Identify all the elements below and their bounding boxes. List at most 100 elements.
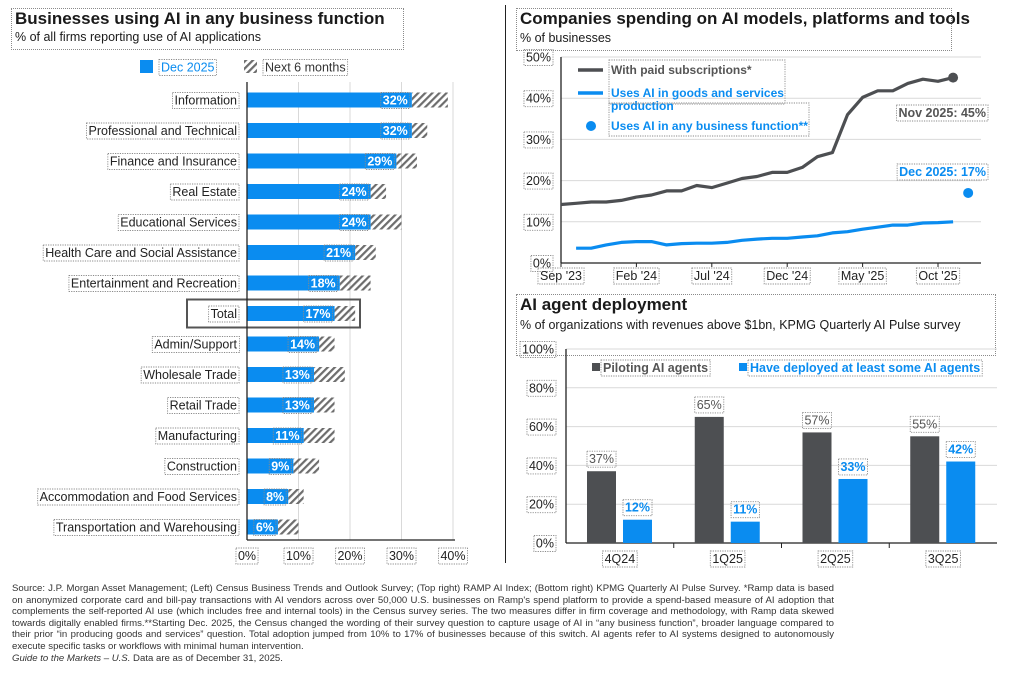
point-any-business-function bbox=[963, 187, 974, 198]
annotation-nov-2025-box bbox=[895, 104, 989, 122]
x-category-label: 2Q25 bbox=[820, 552, 851, 566]
legend-label-line-2: production bbox=[611, 99, 674, 113]
x-tick-label: 0% bbox=[238, 549, 256, 563]
bar-dec-2025 bbox=[247, 123, 412, 138]
y-tick-label-box bbox=[523, 131, 554, 149]
x-tick-label: Sep '23 bbox=[540, 269, 582, 283]
legend-swatch-piloting bbox=[592, 363, 600, 371]
bar-value-label: 14% bbox=[290, 338, 315, 352]
bar-value-label-box bbox=[263, 488, 287, 506]
bar-value-label-deployed: 11% bbox=[733, 503, 757, 517]
x-tick-label-box bbox=[386, 547, 417, 565]
bar-piloting bbox=[910, 436, 940, 543]
x-tick-label: 10% bbox=[286, 549, 311, 563]
bar-value-label-box bbox=[303, 305, 333, 323]
category-label: Wholesale Trade bbox=[143, 368, 237, 382]
category-label-box bbox=[117, 214, 240, 231]
bar-value-label: 24% bbox=[342, 216, 367, 230]
category-label: Construction bbox=[167, 460, 237, 474]
legend-dot-any-business-function bbox=[586, 121, 596, 131]
bar-value-label-deployed-box bbox=[838, 458, 868, 476]
bar-value-label: 6% bbox=[256, 521, 274, 535]
bar-piloting bbox=[587, 471, 616, 543]
bar-value-label-deployed: 42% bbox=[948, 443, 973, 457]
y-tick-label: 0% bbox=[533, 257, 551, 271]
category-label-box bbox=[172, 92, 240, 109]
bar-next-6-months bbox=[334, 306, 356, 321]
legend-label-goods-services: Uses AI in goods and services production bbox=[611, 86, 784, 113]
legend-label-paid-subscriptions: With paid subscriptions* bbox=[611, 63, 752, 77]
x-tick-label: 30% bbox=[389, 549, 414, 563]
bar-value-label: 9% bbox=[271, 460, 289, 474]
category-label-box bbox=[155, 427, 240, 445]
bar-value-label-piloting: 37% bbox=[589, 452, 614, 466]
bar-deployed bbox=[730, 521, 760, 543]
annotation-dec-2025: Dec 2025: 17% bbox=[899, 165, 986, 179]
category-label: Professional and Technical bbox=[89, 124, 237, 138]
category-label: Information bbox=[174, 94, 237, 108]
category-label-box bbox=[208, 305, 240, 323]
x-category-label-box bbox=[925, 550, 961, 568]
y-tick-label: 0% bbox=[536, 537, 554, 551]
category-label-box bbox=[68, 275, 240, 292]
line-goods-services bbox=[576, 220, 954, 250]
footnote-text: Source: J.P. Morgan Asset Management; (L… bbox=[12, 583, 834, 652]
bar-dec-2025 bbox=[247, 397, 314, 413]
legend-label-dec-2025: Dec 2025 bbox=[161, 61, 215, 75]
bar-value-label-piloting-box bbox=[694, 396, 725, 414]
legend-label-next-6-months-box bbox=[262, 59, 349, 76]
legend-label-any-business-function: Uses AI in any business function** bbox=[611, 119, 808, 133]
annotation-nov-2025: Nov 2025: 45% bbox=[898, 106, 986, 120]
bar-next-6-months bbox=[355, 245, 376, 260]
legend-label-piloting: Piloting AI agents bbox=[603, 361, 708, 375]
guide-title: Guide to the Markets – U.S. bbox=[12, 652, 131, 664]
category-label-box bbox=[86, 122, 240, 140]
bar-value-label: 21% bbox=[326, 246, 351, 260]
x-tick-label-box bbox=[838, 267, 887, 285]
bar-value-label-box bbox=[282, 397, 313, 414]
bar-value-label-box bbox=[268, 458, 292, 475]
bar-dec-2025 bbox=[247, 92, 412, 108]
bar-value-label-box bbox=[308, 275, 339, 292]
bar-next-6-months bbox=[319, 336, 335, 352]
bar-next-6-months bbox=[303, 428, 335, 443]
bar-dec-2025 bbox=[247, 489, 289, 504]
category-label: Finance and Insurance bbox=[110, 155, 237, 169]
bar-next-6-months bbox=[293, 458, 320, 474]
bar-value-label-box bbox=[339, 214, 370, 231]
bar-dec-2025 bbox=[247, 367, 314, 382]
legend-box-2 bbox=[608, 102, 810, 137]
category-label-box bbox=[42, 244, 240, 262]
legend-label-next-6-months: Next 6 months bbox=[265, 61, 346, 75]
bar-value-label-deployed: 33% bbox=[840, 460, 865, 474]
x-category-label: 4Q24 bbox=[605, 552, 636, 566]
category-label: Transportation and Warehousing bbox=[56, 521, 237, 535]
bar-value-label: 32% bbox=[383, 94, 408, 108]
bar-dec-2025 bbox=[247, 275, 340, 291]
bar-value-label-piloting-box bbox=[586, 450, 617, 468]
x-tick-label: Oct '25 bbox=[918, 269, 957, 283]
x-tick-label: Feb '24 bbox=[616, 269, 657, 283]
bar-value-label-deployed-box bbox=[730, 501, 760, 519]
legend-label-deployed-box bbox=[747, 359, 983, 377]
bar-next-6-months bbox=[396, 153, 417, 169]
bar-next-6-months bbox=[411, 92, 448, 108]
y-tick-label-box bbox=[526, 418, 557, 436]
y-tick-label: 80% bbox=[529, 381, 554, 395]
category-label: Accommodation and Food Services bbox=[40, 490, 237, 504]
bar-value-label-deployed-box bbox=[945, 441, 976, 458]
bar-value-label-box bbox=[287, 336, 318, 353]
y-tick-label-box bbox=[523, 90, 554, 108]
bar-value-label-piloting: 57% bbox=[804, 413, 829, 427]
annotation-dec-2025-box bbox=[896, 163, 989, 181]
bottom-right-chart-subtitle: % of organizations with revenues above $… bbox=[520, 318, 961, 332]
bar-value-label-deployed-box bbox=[622, 499, 653, 517]
y-tick-label: 40% bbox=[529, 459, 554, 473]
category-label: Real Estate bbox=[172, 185, 237, 199]
left-chart-header: Businesses using AI in any business func… bbox=[11, 8, 404, 50]
footnote-guide: Guide to the Markets – U.S. Data are as … bbox=[12, 653, 834, 665]
bar-value-label-piloting: 55% bbox=[912, 417, 937, 431]
bar-next-6-months bbox=[370, 184, 387, 199]
category-label: Health Care and Social Assistance bbox=[45, 246, 237, 260]
category-label: Total bbox=[211, 307, 237, 321]
